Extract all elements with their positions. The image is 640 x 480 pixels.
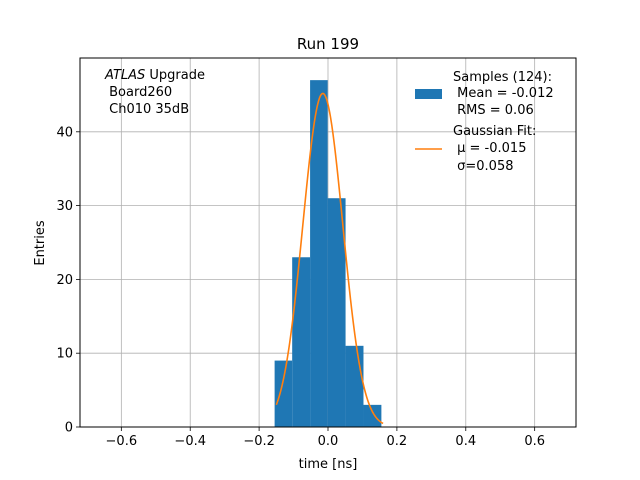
atlas-annotation-line-3: Ch010 35dB bbox=[105, 102, 189, 117]
y-tick-label: 30 bbox=[56, 199, 73, 214]
atlas-annotation-line-2: Board260 bbox=[105, 85, 172, 100]
legend: Samples (124): Mean = -0.012 RMS = 0.06 … bbox=[415, 70, 554, 174]
histogram-bar bbox=[310, 80, 328, 427]
x-axis-label: time [ns] bbox=[299, 457, 358, 472]
histogram-bar bbox=[345, 345, 364, 427]
histogram-bar bbox=[292, 257, 311, 427]
x-axis-ticks: −0.6 −0.4 −0.2 0.0 0.2 0.4 0.6 bbox=[106, 427, 545, 449]
x-tick-label: −0.6 bbox=[106, 434, 138, 449]
legend-fit-line-1: Gaussian Fit: bbox=[453, 124, 536, 139]
x-tick-label: 0.6 bbox=[524, 434, 545, 449]
x-tick-label: −0.4 bbox=[174, 434, 206, 449]
histogram-bars bbox=[274, 80, 382, 427]
legend-histogram-line-3: RMS = 0.06 bbox=[453, 103, 534, 118]
gaussian-fit-curve bbox=[275, 92, 384, 425]
x-tick-label: 0.4 bbox=[455, 434, 476, 449]
atlas-italic-label: ATLAS bbox=[104, 68, 145, 83]
x-tick-label: 0.2 bbox=[387, 434, 408, 449]
x-tick-label: 0.0 bbox=[318, 434, 339, 449]
legend-fit-line-3: σ=0.058 bbox=[453, 159, 513, 174]
chart-title: Run 199 bbox=[297, 35, 359, 53]
legend-histogram-line-1: Samples (124): bbox=[453, 70, 552, 85]
histogram-bar bbox=[363, 404, 382, 427]
y-tick-label: 10 bbox=[56, 347, 73, 362]
histogram-bar bbox=[274, 360, 293, 427]
atlas-upgrade-label: Upgrade bbox=[145, 68, 205, 83]
y-tick-label: 0 bbox=[65, 421, 73, 436]
legend-histogram-line-2: Mean = -0.012 bbox=[453, 86, 554, 101]
y-axis-ticks: 0 10 20 30 40 bbox=[56, 125, 80, 436]
y-axis-label: Entries bbox=[33, 220, 48, 266]
histogram-bar bbox=[327, 198, 346, 427]
legend-fit-line-2: μ = -0.015 bbox=[453, 141, 526, 156]
atlas-annotation-line-1: ATLAS Upgrade bbox=[104, 68, 205, 83]
y-tick-label: 40 bbox=[56, 125, 73, 140]
legend-histogram-swatch bbox=[415, 89, 442, 99]
y-tick-label: 20 bbox=[56, 273, 73, 288]
x-tick-label: −0.2 bbox=[243, 434, 275, 449]
